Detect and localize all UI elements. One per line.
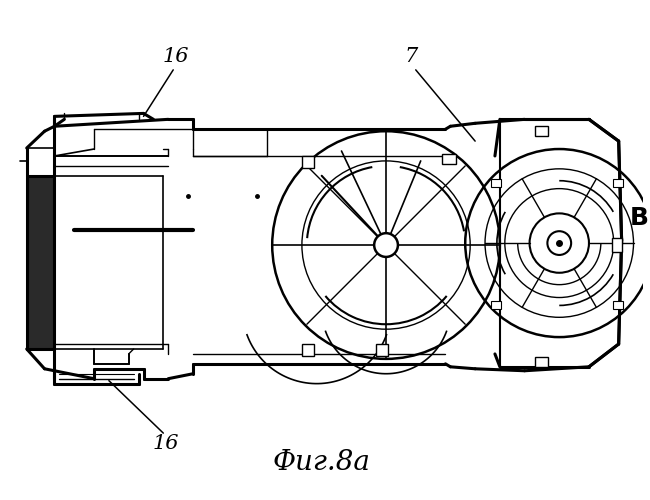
Text: Фиг.8а: Фиг.8а [273,450,370,476]
Bar [302,344,314,356]
Circle shape [374,233,398,257]
Text: 16: 16 [163,48,189,66]
Bar [613,179,623,187]
Bar [491,179,501,187]
Bar [534,357,549,367]
Bar [302,156,314,168]
Bar [376,344,388,356]
Circle shape [547,231,571,255]
Text: 7: 7 [404,48,417,66]
Bar [612,238,621,252]
Text: 16: 16 [153,434,179,452]
Bar [534,126,549,136]
Bar [443,154,456,164]
Bar [491,301,501,309]
Text: B: B [630,206,649,231]
Bar [613,301,623,309]
